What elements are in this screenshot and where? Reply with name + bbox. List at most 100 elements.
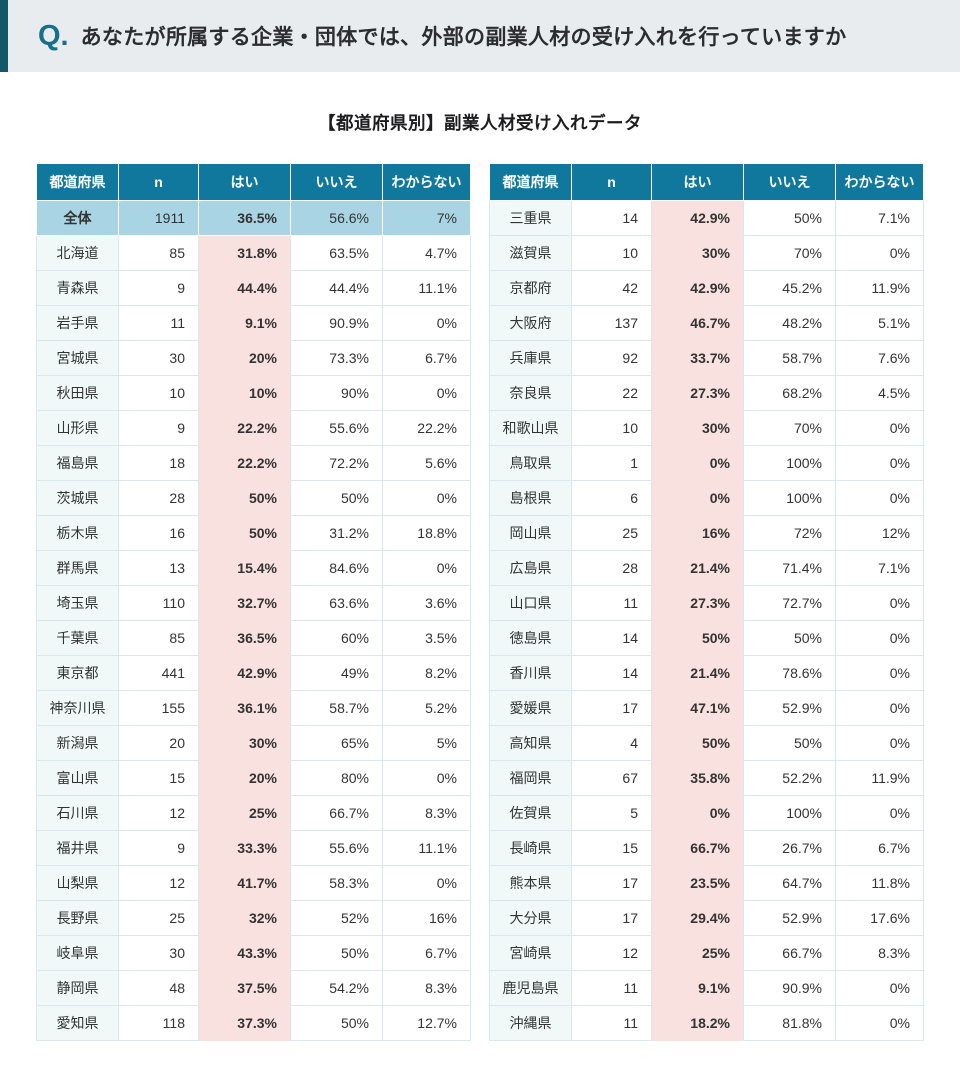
n-cell: 42 xyxy=(571,270,652,306)
unknown-cell: 0% xyxy=(835,445,924,481)
prefecture-row: 栃木県 16 50% 31.2% 18.8% xyxy=(36,515,471,551)
no-cell: 66.7% xyxy=(290,795,383,831)
n-cell: 10 xyxy=(571,410,652,446)
yes-cell: 0% xyxy=(651,795,744,831)
yes-cell: 37.5% xyxy=(198,970,291,1006)
prefecture-row: 佐賀県 5 0% 100% 0% xyxy=(489,795,924,831)
prefecture-row: 三重県 14 42.9% 50% 7.1% xyxy=(489,200,924,236)
yes-cell: 50% xyxy=(198,480,291,516)
prefecture-name-cell: 大阪府 xyxy=(489,305,572,341)
prefecture-name-cell: 和歌山県 xyxy=(489,410,572,446)
n-cell: 155 xyxy=(118,690,199,726)
yes-cell: 20% xyxy=(198,760,291,796)
no-cell: 50% xyxy=(743,200,836,236)
yes-cell: 33.7% xyxy=(651,340,744,376)
prefecture-row: 長崎県 15 66.7% 26.7% 6.7% xyxy=(489,830,924,866)
yes-cell: 36.1% xyxy=(198,690,291,726)
yes-cell: 0% xyxy=(651,480,744,516)
unknown-cell: 0% xyxy=(382,760,471,796)
unknown-cell: 4.7% xyxy=(382,235,471,271)
n-cell: 15 xyxy=(118,760,199,796)
unknown-cell: 0% xyxy=(835,970,924,1006)
yes-cell: 50% xyxy=(198,515,291,551)
no-cell: 73.3% xyxy=(290,340,383,376)
prefecture-name-cell: 富山県 xyxy=(36,760,119,796)
prefecture-name-cell: 山形県 xyxy=(36,410,119,446)
prefecture-name-cell: 鹿児島県 xyxy=(489,970,572,1006)
prefecture-name-cell: 千葉県 xyxy=(36,620,119,656)
prefecture-name-cell: 長野県 xyxy=(36,900,119,936)
prefecture-row: 和歌山県 10 30% 70% 0% xyxy=(489,410,924,446)
yes-cell: 27.3% xyxy=(651,585,744,621)
unknown-cell: 0% xyxy=(382,865,471,901)
yes-cell: 30% xyxy=(198,725,291,761)
no-cell: 84.6% xyxy=(290,550,383,586)
unknown-cell: 5% xyxy=(382,725,471,761)
no-cell: 50% xyxy=(743,725,836,761)
prefecture-row: 福井県 9 33.3% 55.6% 11.1% xyxy=(36,830,471,866)
n-cell: 18 xyxy=(118,445,199,481)
n-cell: 11 xyxy=(571,1005,652,1041)
n-cell: 14 xyxy=(571,655,652,691)
n-cell: 13 xyxy=(118,550,199,586)
yes-cell: 9.1% xyxy=(198,305,291,341)
yes-cell: 25% xyxy=(198,795,291,831)
unknown-cell: 3.5% xyxy=(382,620,471,656)
n-cell: 17 xyxy=(571,900,652,936)
no-cell: 81.8% xyxy=(743,1005,836,1041)
yes-cell: 44.4% xyxy=(198,270,291,306)
prefecture-name-cell: 岡山県 xyxy=(489,515,572,551)
yes-cell: 47.1% xyxy=(651,690,744,726)
n-cell: 30 xyxy=(118,340,199,376)
prefecture-name-cell: 香川県 xyxy=(489,655,572,691)
yes-cell: 42.9% xyxy=(651,270,744,306)
n-cell: 14 xyxy=(571,620,652,656)
unknown-cell: 0% xyxy=(835,235,924,271)
unknown-cell: 7.6% xyxy=(835,340,924,376)
prefecture-name-cell: 愛媛県 xyxy=(489,690,572,726)
yes-cell: 29.4% xyxy=(651,900,744,936)
n-cell: 1 xyxy=(571,445,652,481)
n-cell: 9 xyxy=(118,270,199,306)
yes-cell: 21.4% xyxy=(651,550,744,586)
prefecture-name-cell: 北海道 xyxy=(36,235,119,271)
n-cell: 17 xyxy=(571,865,652,901)
prefecture-row: 兵庫県 92 33.7% 58.7% 7.6% xyxy=(489,340,924,376)
no-cell: 65% xyxy=(290,725,383,761)
n-cell: 5 xyxy=(571,795,652,831)
unknown-cell: 17.6% xyxy=(835,900,924,936)
no-cell: 90.9% xyxy=(290,305,383,341)
prefecture-name-cell: 広島県 xyxy=(489,550,572,586)
n-cell: 12 xyxy=(118,865,199,901)
yes-cell: 41.7% xyxy=(198,865,291,901)
unknown-cell: 0% xyxy=(382,550,471,586)
no-cell: 70% xyxy=(743,235,836,271)
unknown-cell: 0% xyxy=(835,655,924,691)
yes-cell: 30% xyxy=(651,410,744,446)
yes-cell: 21.4% xyxy=(651,655,744,691)
no-cell: 52% xyxy=(290,900,383,936)
n-cell: 11 xyxy=(118,305,199,341)
no-cell: 63.5% xyxy=(290,235,383,271)
prefecture-row: 茨城県 28 50% 50% 0% xyxy=(36,480,471,516)
no-cell: 56.6% xyxy=(290,200,383,236)
unknown-cell: 7.1% xyxy=(835,200,924,236)
n-cell: 441 xyxy=(118,655,199,691)
unknown-cell: 0% xyxy=(835,795,924,831)
prefecture-name-cell: 宮崎県 xyxy=(489,935,572,971)
unknown-cell: 0% xyxy=(835,725,924,761)
header-row: 都道府県 n はい いいえ わからない xyxy=(489,163,924,201)
n-cell: 11 xyxy=(571,585,652,621)
prefecture-name-cell: 石川県 xyxy=(36,795,119,831)
n-cell: 4 xyxy=(571,725,652,761)
n-cell: 110 xyxy=(118,585,199,621)
yes-cell: 66.7% xyxy=(651,830,744,866)
prefecture-name-cell: 熊本県 xyxy=(489,865,572,901)
n-cell: 12 xyxy=(571,935,652,971)
n-cell: 14 xyxy=(571,200,652,236)
unknown-cell: 0% xyxy=(835,585,924,621)
prefecture-row: 富山県 15 20% 80% 0% xyxy=(36,760,471,796)
prefecture-row: 奈良県 22 27.3% 68.2% 4.5% xyxy=(489,375,924,411)
n-cell: 28 xyxy=(571,550,652,586)
no-cell: 50% xyxy=(290,935,383,971)
